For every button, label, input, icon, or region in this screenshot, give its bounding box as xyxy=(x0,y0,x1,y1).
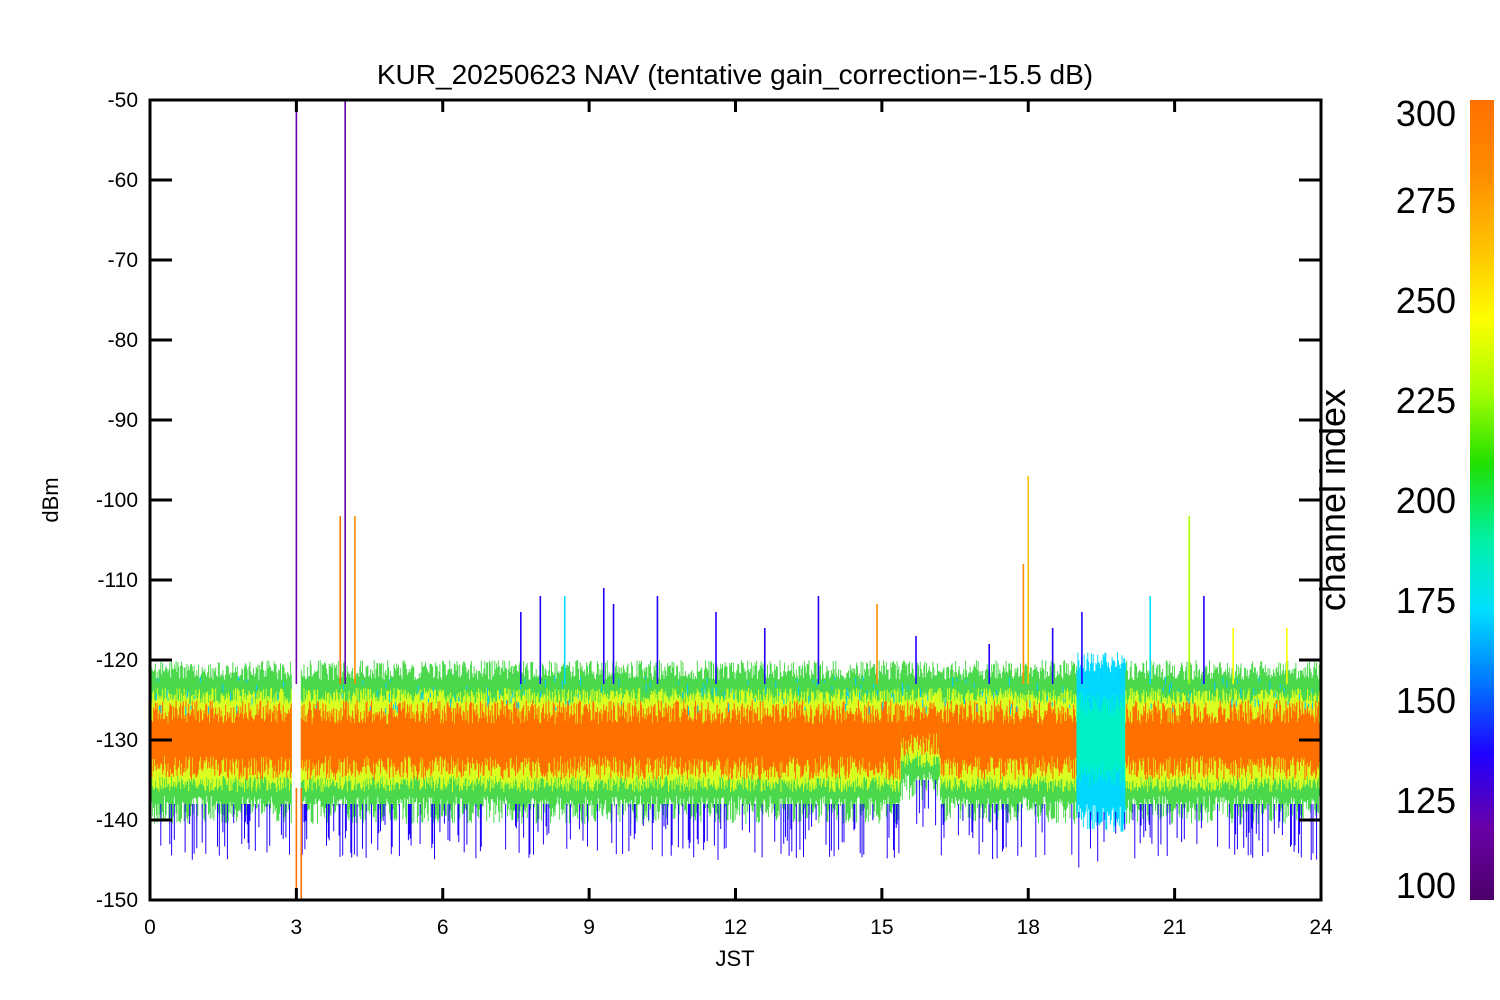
y-tick-label: -100 xyxy=(96,489,138,512)
channel-band xyxy=(1076,652,1127,868)
band-core xyxy=(1076,692,1127,788)
band-speckle xyxy=(1077,670,1124,708)
y-tick-label: -120 xyxy=(96,649,138,672)
band-low-noise xyxy=(160,804,290,860)
x-tick-label: 0 xyxy=(144,916,156,939)
colorbar-tick-label: 250 xyxy=(1396,280,1456,321)
band-core xyxy=(939,700,1077,780)
colorbar-tick-label: 300 xyxy=(1396,93,1456,134)
x-tick-label: 18 xyxy=(1017,916,1040,939)
channel-band xyxy=(150,660,292,860)
y-tick-label: -70 xyxy=(108,249,138,272)
colorbar-tick-label: 225 xyxy=(1396,380,1456,421)
colorbar-tick-label: 275 xyxy=(1396,180,1456,221)
channel-band xyxy=(300,660,902,860)
colorbar-label: channel index xyxy=(1312,389,1353,611)
chart-title: KUR_20250623 NAV (tentative gain_correct… xyxy=(377,59,1093,90)
y-tick-label: -150 xyxy=(96,889,138,912)
colorbar-tick-label: 100 xyxy=(1396,865,1456,906)
band-low-noise xyxy=(301,804,900,860)
band-low-noise xyxy=(940,804,1073,860)
band-low-noise xyxy=(916,780,937,827)
y-tick-label: -80 xyxy=(108,329,138,352)
colorbar-gradient xyxy=(1470,100,1494,900)
y-tick-label: -130 xyxy=(96,729,138,752)
colorbar-tick-label: 125 xyxy=(1396,780,1456,821)
band-speckle xyxy=(901,682,929,714)
channel-band xyxy=(939,660,1077,860)
band-speckle xyxy=(1150,676,1313,713)
colorbar: 300 275 250 225 200 175 150 125 100 channel inde… xyxy=(1312,93,1494,906)
band-core xyxy=(300,700,902,780)
channel-band xyxy=(900,660,941,827)
x-tick-label: 9 xyxy=(583,916,595,939)
y-tick-label: -60 xyxy=(108,169,138,192)
band-speckle xyxy=(150,676,285,716)
colorbar-tick-label: 175 xyxy=(1396,580,1456,621)
y-tick-label: -50 xyxy=(108,89,138,112)
y-tick-label: -140 xyxy=(96,809,138,832)
band-low-noise xyxy=(1132,804,1318,860)
plot-data xyxy=(150,100,1321,900)
x-axis: 0 3 6 9 12 15 18 21 24 xyxy=(144,100,1333,939)
spikes xyxy=(295,100,1288,900)
y-axis: -50 -60 -70 -80 -90 -100 -110 -120 -130 -140 -150 xyxy=(96,89,1321,912)
colorbar-tick-label: 200 xyxy=(1396,480,1456,521)
band-low-noise xyxy=(1078,812,1126,868)
y-tick-label: -90 xyxy=(108,409,138,432)
x-tick-label: 6 xyxy=(437,916,449,939)
band-core xyxy=(900,701,941,756)
x-tick-label: 15 xyxy=(870,916,893,939)
y-tick-label: -110 xyxy=(98,569,138,592)
x-tick-label: 21 xyxy=(1163,916,1186,939)
band-speckle xyxy=(944,677,1071,715)
x-axis-label: JST xyxy=(715,946,754,971)
channel-band xyxy=(1125,660,1321,860)
colorbar-ticks: 300 275 250 225 200 175 150 125 100 xyxy=(1396,93,1456,906)
x-tick-label: 3 xyxy=(291,916,303,939)
colorbar-tick-label: 150 xyxy=(1396,680,1456,721)
x-tick-label: 12 xyxy=(724,916,747,939)
x-tick-label: 24 xyxy=(1309,916,1333,939)
band-core xyxy=(1125,700,1321,780)
y-axis-label: dBm xyxy=(38,477,63,522)
